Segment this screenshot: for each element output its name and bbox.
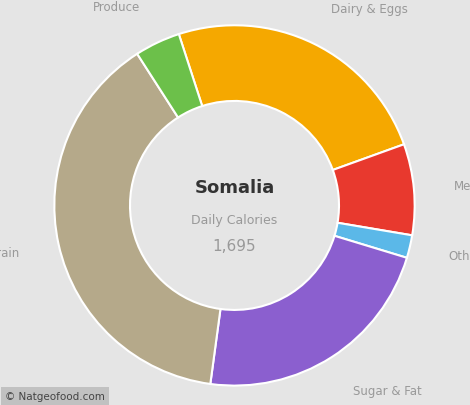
Text: Other: Other xyxy=(448,249,470,262)
Text: Daily Calories: Daily Calories xyxy=(191,214,278,227)
Text: Dairy & Eggs: Dairy & Eggs xyxy=(331,2,408,15)
Text: Sugar & Fat: Sugar & Fat xyxy=(353,384,422,397)
Wedge shape xyxy=(137,35,202,118)
Text: 1,695: 1,695 xyxy=(213,238,256,253)
Text: Meat: Meat xyxy=(454,180,470,193)
Text: Somalia: Somalia xyxy=(195,179,274,197)
Wedge shape xyxy=(179,26,404,171)
Text: Grain: Grain xyxy=(0,247,20,260)
Wedge shape xyxy=(210,236,407,386)
Wedge shape xyxy=(333,145,415,236)
Wedge shape xyxy=(55,55,220,384)
Text: © Natgeofood.com: © Natgeofood.com xyxy=(5,391,104,401)
Text: Produce: Produce xyxy=(93,1,141,14)
Wedge shape xyxy=(335,223,412,258)
